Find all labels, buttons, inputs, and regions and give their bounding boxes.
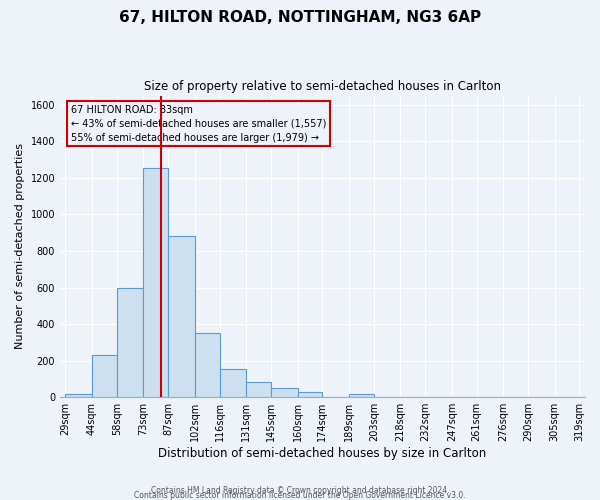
Bar [143,168,168,397]
Bar [349,394,374,397]
Bar [271,388,298,397]
Bar [195,333,220,397]
Y-axis label: Number of semi-detached properties: Number of semi-detached properties [15,144,25,350]
Bar [92,355,117,397]
X-axis label: Distribution of semi-detached houses by size in Carlton: Distribution of semi-detached houses by … [158,447,487,460]
Title: Size of property relative to semi-detached houses in Carlton: Size of property relative to semi-detach… [144,80,501,93]
Bar [168,236,195,397]
Text: Contains HM Land Registry data © Crown copyright and database right 2024.: Contains HM Land Registry data © Crown c… [151,486,449,495]
Text: 67 HILTON ROAD: 83sqm
← 43% of semi-detached houses are smaller (1,557)
55% of s: 67 HILTON ROAD: 83sqm ← 43% of semi-deta… [71,104,326,142]
Bar [298,392,322,397]
Bar [65,394,92,397]
Bar [246,382,271,397]
Bar [117,288,143,397]
Text: 67, HILTON ROAD, NOTTINGHAM, NG3 6AP: 67, HILTON ROAD, NOTTINGHAM, NG3 6AP [119,10,481,25]
Text: Contains public sector information licensed under the Open Government Licence v3: Contains public sector information licen… [134,491,466,500]
Bar [220,369,246,397]
